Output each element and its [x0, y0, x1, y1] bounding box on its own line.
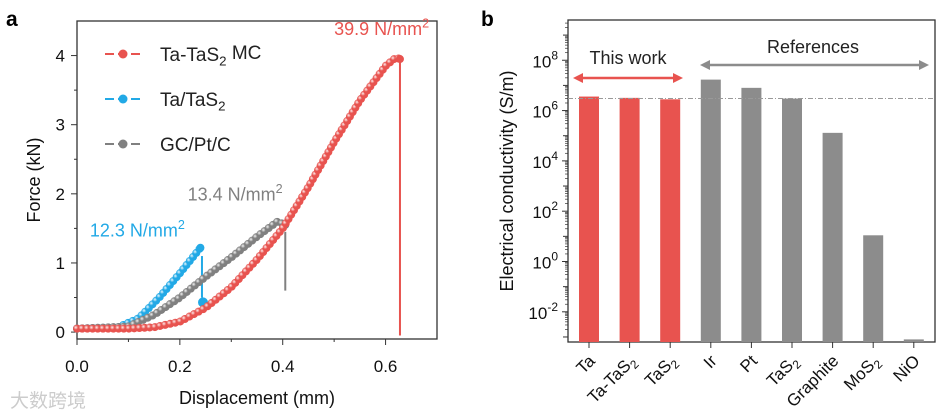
x-tick-label: 0.4 [271, 357, 295, 376]
y-tick-label: 106 [532, 99, 558, 122]
annotation-0: 39.9 N/mm2 [334, 16, 429, 39]
legend-marker [118, 49, 128, 59]
x-tick-label: 0.0 [65, 357, 89, 376]
x-tick-label: 0.6 [374, 357, 398, 376]
references-arrow-head-right [919, 60, 929, 70]
x-tick-label: 0.2 [168, 357, 192, 376]
bar-4 [741, 87, 762, 342]
bar-1 [619, 97, 640, 342]
annotation-2: 13.4 N/mm2 [188, 182, 283, 205]
bar-0 [579, 96, 599, 342]
panel-b-label: b [481, 8, 494, 31]
panel-b-chart: 108 106 104 102 100 10-2 Electrical conductivi… [497, 19, 936, 411]
bar-3 [700, 79, 721, 343]
y-tick-label: 102 [532, 199, 558, 222]
panel-a-chart: 0.0 0.2 0.4 0.6 0 1 2 3 4 Displacement (mm) Force … [24, 16, 438, 408]
x-axis-label: Displacement (mm) [179, 388, 335, 408]
this-work-arrow-head-right [673, 73, 683, 83]
bar-7 [863, 235, 884, 342]
bar-6 [822, 132, 843, 342]
panel-a-label: a [6, 8, 18, 31]
y-axis-label: Electrical conductivity (S/m) [497, 70, 517, 291]
bar-2 [660, 99, 681, 342]
legend-label: Ta/TaS2 [160, 90, 226, 114]
y-tick-label: 0 [56, 323, 65, 342]
x-tick-label: NiO [889, 351, 923, 385]
x-tick-label: Pt [736, 351, 761, 376]
watermark: 大数跨境 [10, 390, 86, 412]
y-tick-label: 2 [56, 185, 65, 204]
bar-8 [903, 339, 924, 342]
data-point [196, 243, 205, 252]
plot-frame [76, 20, 438, 340]
y-tick-label: 100 [532, 250, 558, 273]
y-tick-label: 3 [56, 116, 65, 135]
x-tick-label: Ir [700, 351, 721, 372]
legend-label: Ta-TaS2 MC [160, 43, 261, 69]
y-tick-label: 10-2 [528, 300, 558, 323]
y-tick-label: 1 [56, 254, 65, 273]
legend-marker [118, 94, 128, 104]
x-tick-label: MoS2 [840, 351, 885, 396]
y-tick-label: 104 [532, 149, 558, 172]
group-label-references: References [767, 37, 859, 57]
y-tick-label: 108 [532, 48, 558, 71]
data-point [395, 55, 404, 64]
references-arrow-head-left [700, 60, 710, 70]
annotation-1: 12.3 N/mm2 [90, 218, 185, 241]
legend-marker [118, 139, 128, 149]
legend-label: GC/Pt/C [160, 135, 231, 156]
x-tick-label: Ta [573, 351, 600, 378]
this-work-arrow-head-left [573, 73, 583, 83]
x-tick-label: TaS2 [641, 351, 682, 392]
y-tick-label: 4 [56, 47, 65, 66]
group-label-this-work: This work [589, 48, 667, 68]
y-axis-label: Force (kN) [24, 138, 44, 223]
bar-5 [782, 98, 802, 342]
